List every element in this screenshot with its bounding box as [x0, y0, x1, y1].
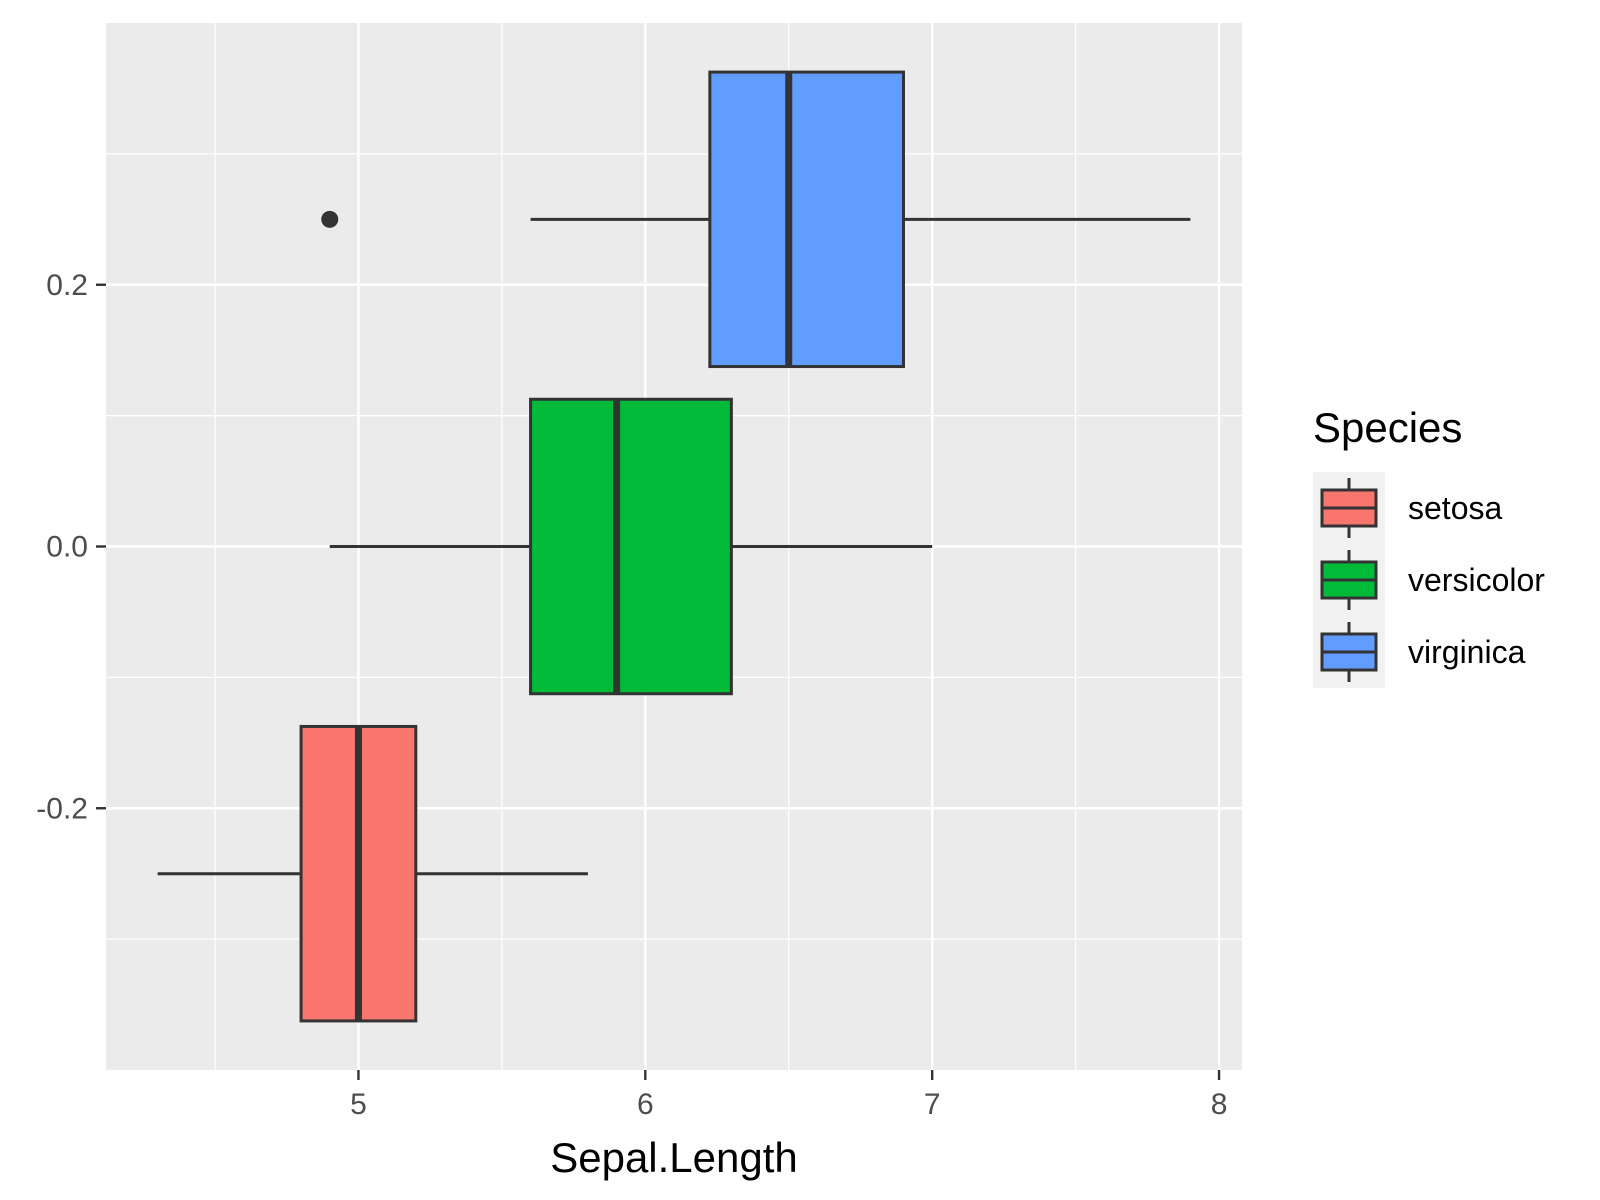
- x-axis: 5 6 7 8: [350, 1070, 1227, 1121]
- outlier-point: [321, 210, 339, 228]
- y-tick-label: 0.2: [46, 269, 88, 302]
- legend-label-virginica: virginica: [1408, 634, 1526, 670]
- x-tick-label: 7: [924, 1088, 941, 1121]
- boxplots: [157, 70, 1191, 1023]
- y-tick-label: -0.2: [36, 792, 88, 825]
- x-tick-label: 5: [350, 1088, 367, 1121]
- x-tick-label: 8: [1211, 1088, 1228, 1121]
- legend-key-versicolor: [1320, 550, 1378, 610]
- box-virginica: [708, 70, 905, 369]
- legend: Species setosa versicolor virginica: [1313, 404, 1545, 688]
- legend-title: Species: [1313, 404, 1462, 451]
- legend-label-versicolor: versicolor: [1408, 562, 1545, 598]
- boxplot-virginica: [321, 70, 1191, 369]
- x-axis-title: Sepal.Length: [550, 1134, 798, 1181]
- boxplot-versicolor: [329, 397, 933, 696]
- boxplot-setosa: [157, 724, 588, 1023]
- y-axis: -0.2 0.0 0.2: [36, 269, 106, 825]
- y-tick-label: 0.0: [46, 531, 88, 564]
- x-tick-label: 6: [637, 1088, 654, 1121]
- legend-label-setosa: setosa: [1408, 490, 1502, 526]
- box-versicolor: [529, 397, 733, 696]
- legend-key-virginica: [1320, 622, 1378, 682]
- legend-key-setosa: [1320, 478, 1378, 538]
